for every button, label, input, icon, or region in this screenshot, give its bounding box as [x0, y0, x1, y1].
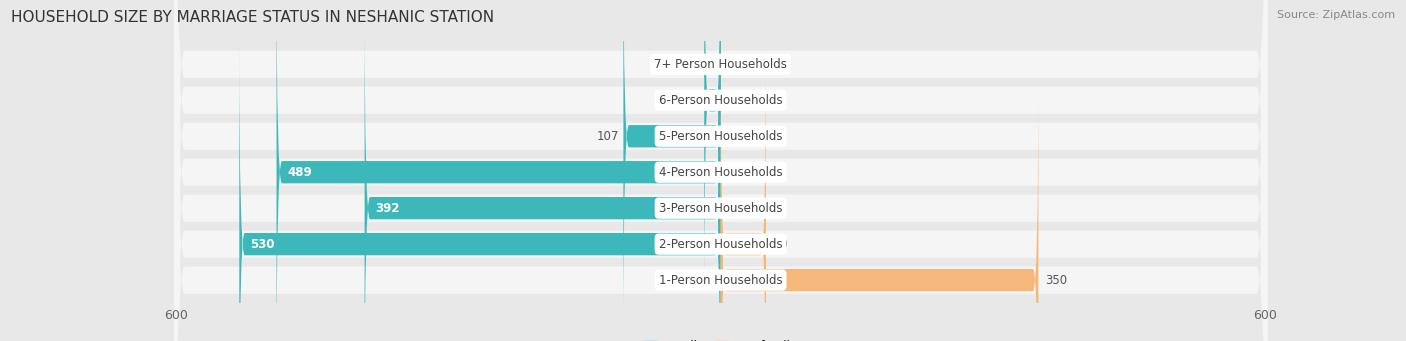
FancyBboxPatch shape: [174, 0, 1267, 341]
Text: 489: 489: [287, 166, 312, 179]
Text: 0: 0: [706, 273, 713, 286]
FancyBboxPatch shape: [174, 0, 1267, 341]
FancyBboxPatch shape: [704, 0, 721, 305]
Text: 6-Person Households: 6-Person Households: [659, 94, 782, 107]
Text: 107: 107: [596, 130, 619, 143]
Text: 0: 0: [728, 130, 735, 143]
Text: 392: 392: [375, 202, 401, 215]
FancyBboxPatch shape: [174, 0, 1267, 341]
Text: 1-Person Households: 1-Person Households: [659, 273, 782, 286]
Text: 2-Person Households: 2-Person Households: [659, 238, 782, 251]
Text: 3-Person Households: 3-Person Households: [659, 202, 782, 215]
Text: 7+ Person Households: 7+ Person Households: [654, 58, 787, 71]
FancyBboxPatch shape: [239, 40, 721, 341]
Text: 4-Person Households: 4-Person Households: [659, 166, 782, 179]
Legend: Family, Nonfamily: Family, Nonfamily: [641, 338, 800, 341]
FancyBboxPatch shape: [623, 0, 721, 341]
Text: 5-Person Households: 5-Person Households: [659, 130, 782, 143]
Text: 0: 0: [728, 94, 735, 107]
FancyBboxPatch shape: [277, 0, 721, 341]
Text: 18: 18: [685, 94, 700, 107]
Text: 0: 0: [706, 58, 713, 71]
FancyBboxPatch shape: [174, 0, 1267, 341]
FancyBboxPatch shape: [174, 0, 1267, 341]
FancyBboxPatch shape: [364, 3, 721, 341]
Text: 350: 350: [1046, 273, 1067, 286]
Text: 50: 50: [773, 238, 787, 251]
FancyBboxPatch shape: [174, 0, 1267, 341]
Text: Source: ZipAtlas.com: Source: ZipAtlas.com: [1277, 10, 1395, 20]
Text: HOUSEHOLD SIZE BY MARRIAGE STATUS IN NESHANIC STATION: HOUSEHOLD SIZE BY MARRIAGE STATUS IN NES…: [11, 10, 495, 25]
FancyBboxPatch shape: [174, 0, 1267, 341]
Text: 0: 0: [728, 58, 735, 71]
Text: 0: 0: [728, 202, 735, 215]
Text: 0: 0: [728, 166, 735, 179]
FancyBboxPatch shape: [721, 40, 766, 341]
Text: 530: 530: [250, 238, 274, 251]
FancyBboxPatch shape: [721, 75, 1039, 341]
